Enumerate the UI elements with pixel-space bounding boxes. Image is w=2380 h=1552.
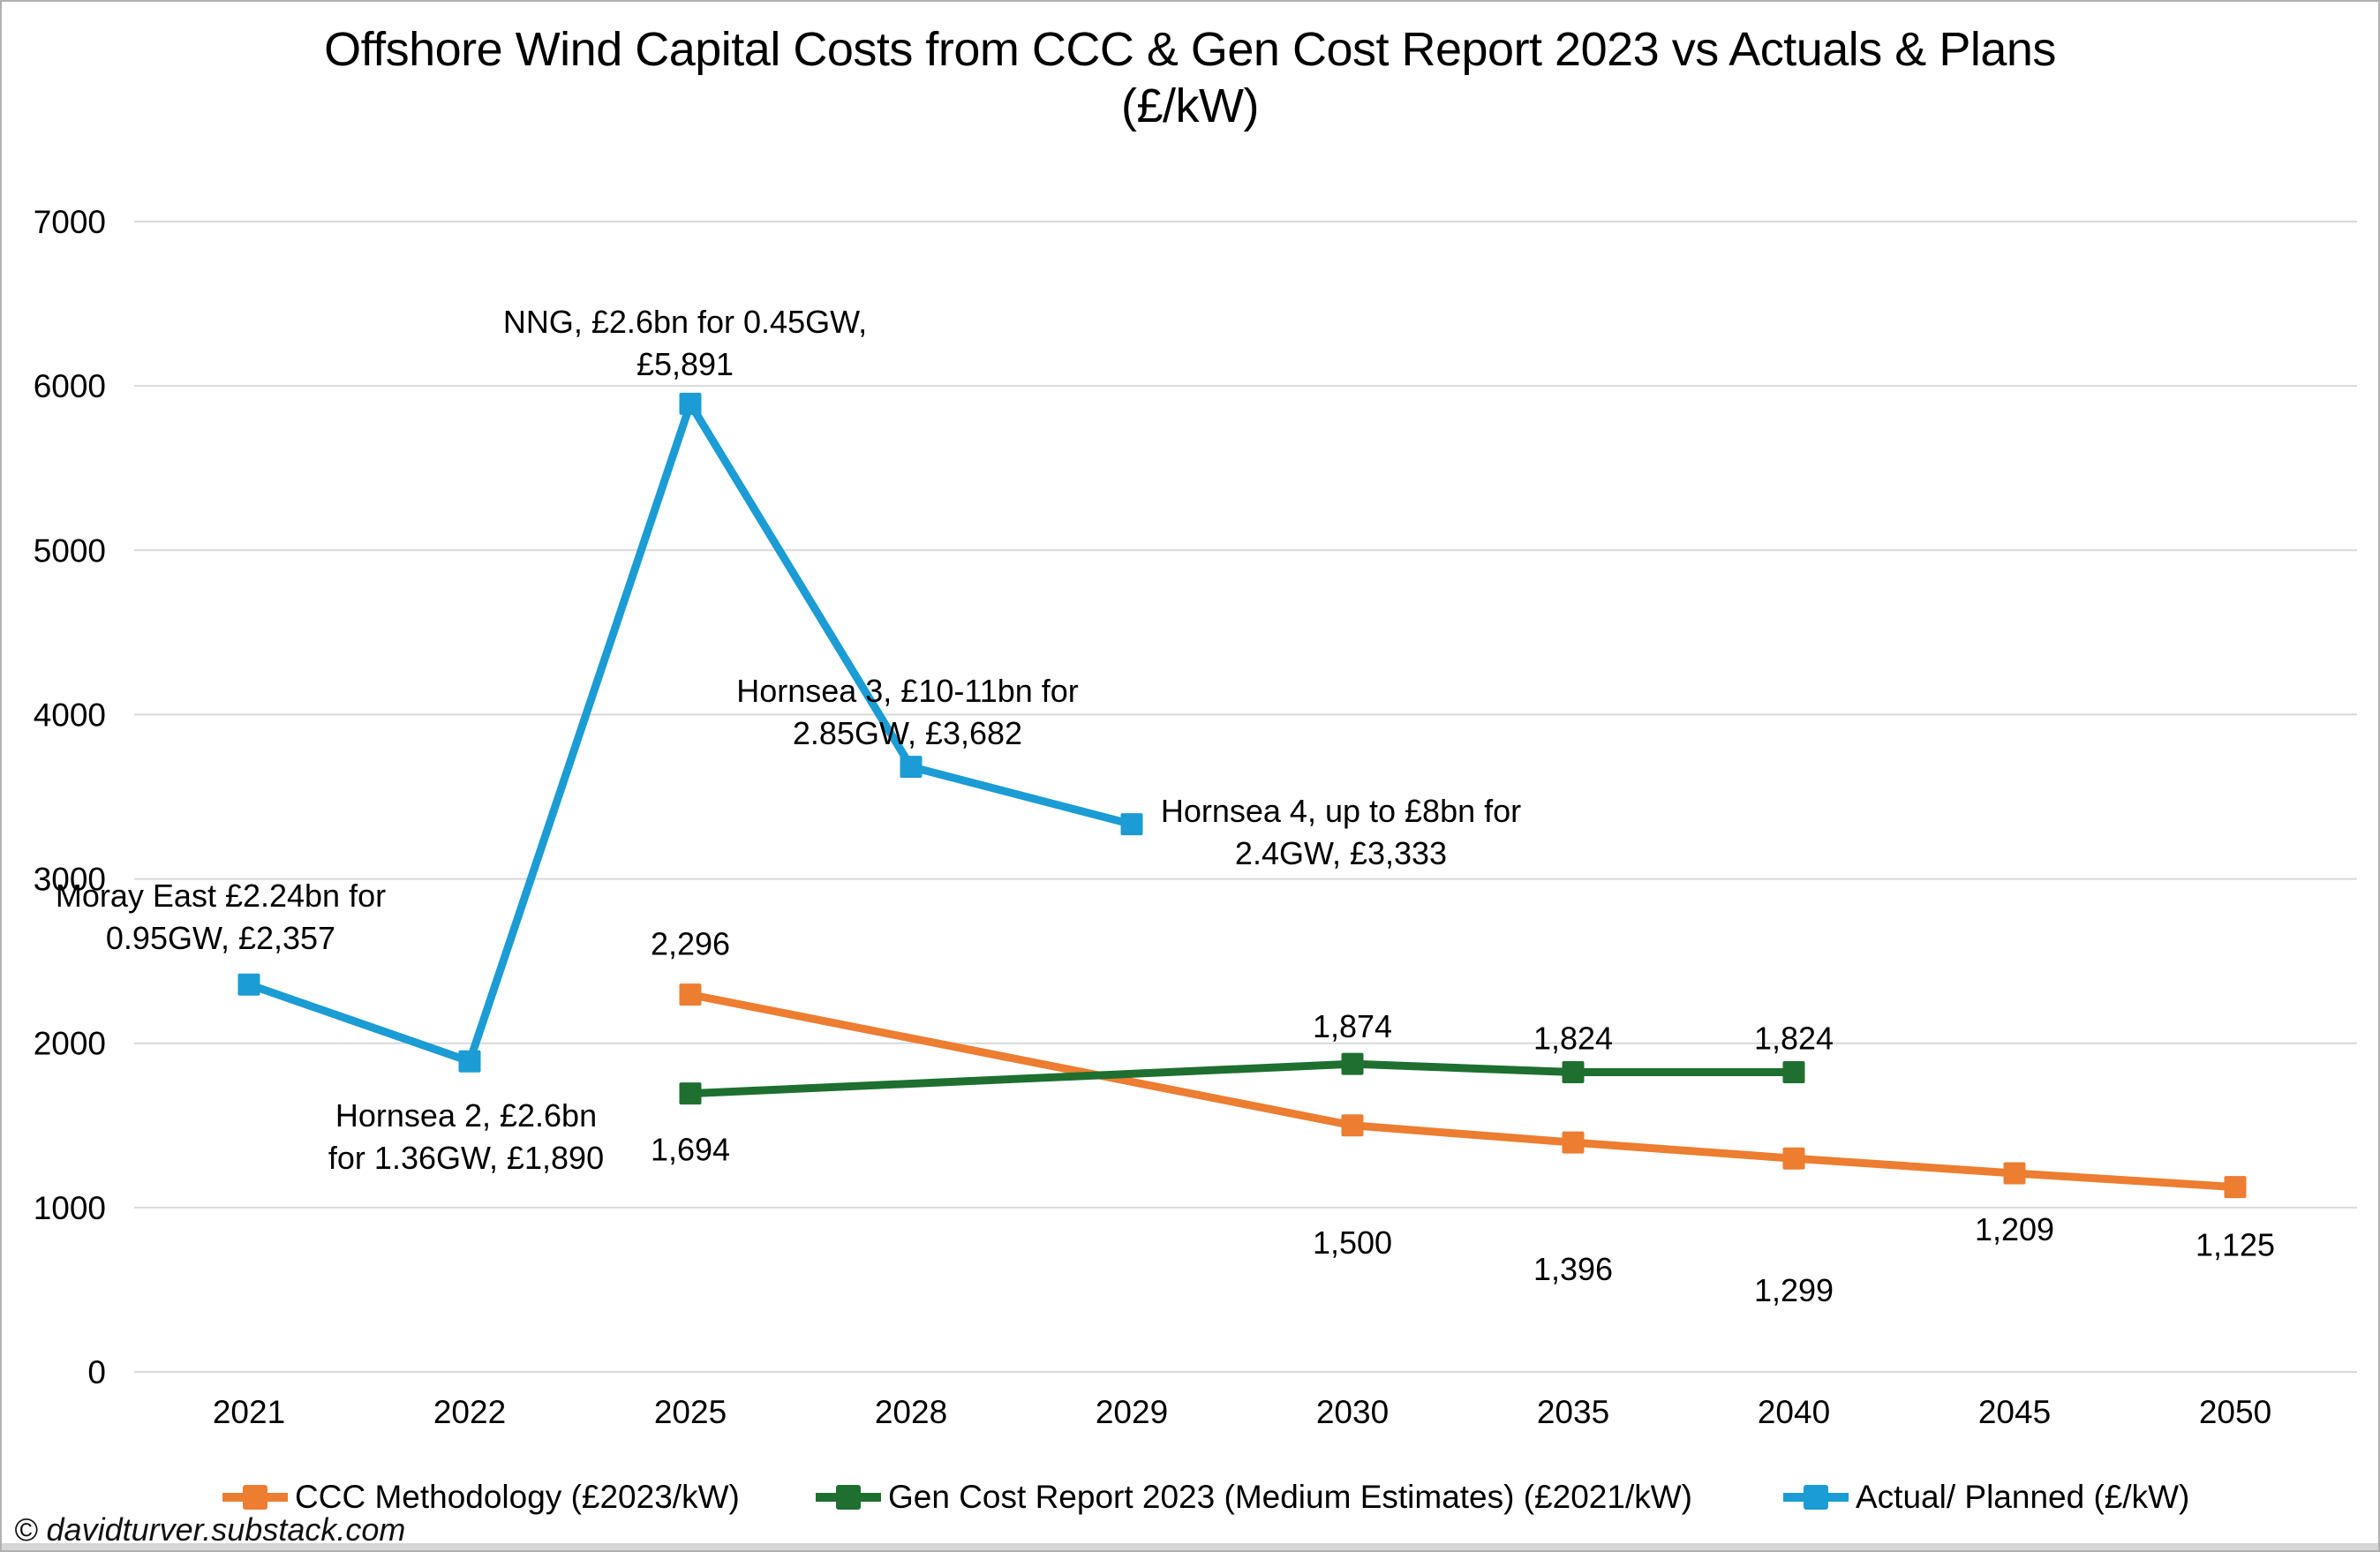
data-point-marker xyxy=(458,1050,481,1073)
data-label: 1,209 xyxy=(1975,1211,2054,1247)
data-label: 2,296 xyxy=(651,926,730,962)
data-point-marker xyxy=(1562,1060,1585,1083)
bottom-edge-strip xyxy=(2,1543,2378,1550)
copyright-credit: © davidturver.substack.com xyxy=(14,1511,406,1548)
y-tick-label: 2000 xyxy=(34,1026,106,1062)
x-tick-label: 2022 xyxy=(433,1394,506,1430)
annotation-line: NNG, £2.6bn for 0.45GW, xyxy=(503,304,867,340)
x-tick-label: 2025 xyxy=(654,1394,727,1430)
data-point-marker xyxy=(2224,1176,2247,1199)
annotation-line: 2.85GW, £3,682 xyxy=(793,715,1022,751)
data-label: 1,824 xyxy=(1533,1020,1613,1056)
chart-title-line2: (£/kW) xyxy=(1121,79,1259,132)
annotation-line: Hornsea 2, £2.6bn xyxy=(335,1097,597,1134)
annotation-line: for 1.36GW, £1,890 xyxy=(328,1140,604,1176)
data-point-marker xyxy=(1341,1114,1364,1137)
data-point-marker xyxy=(1782,1060,1805,1083)
annotation-line: 2.4GW, £3,333 xyxy=(1235,835,1447,871)
y-tick-label: 7000 xyxy=(34,204,106,240)
x-tick-label: 2029 xyxy=(1096,1394,1168,1430)
x-tick-label: 2040 xyxy=(1758,1394,1830,1430)
annotation-line: Moray East £2.24bn for xyxy=(56,878,386,914)
data-point-marker xyxy=(1341,1052,1364,1075)
y-tick-label: 6000 xyxy=(34,368,106,404)
x-tick-label: 2050 xyxy=(2199,1394,2271,1430)
annotation-line: £5,891 xyxy=(636,346,734,382)
data-label: 1,500 xyxy=(1313,1224,1392,1261)
series-line-0 xyxy=(686,991,2240,1192)
y-tick-label: 1000 xyxy=(34,1190,106,1226)
data-label: 1,874 xyxy=(1313,1008,1392,1044)
y-tick-label: 3000 xyxy=(34,862,106,898)
data-point-marker xyxy=(679,1082,702,1105)
annotation-line: Hornsea 3, £10-11bn for xyxy=(736,673,1079,709)
annotation-line: 0.95GW, £2,357 xyxy=(106,920,335,956)
data-point-marker xyxy=(1782,1147,1805,1170)
x-tick-label: 2045 xyxy=(1978,1394,2051,1430)
data-label: 1,396 xyxy=(1533,1251,1613,1287)
chart-title-line1: Offshore Wind Capital Costs from CCC & G… xyxy=(324,23,2056,76)
data-point-marker xyxy=(2003,1162,2026,1185)
data-point-marker xyxy=(237,973,260,996)
x-tick-label: 2030 xyxy=(1316,1394,1389,1430)
y-tick-label: 4000 xyxy=(34,697,106,733)
x-tick-label: 2028 xyxy=(875,1394,947,1430)
chart-title: Offshore Wind Capital Costs from CCC & G… xyxy=(2,21,2378,134)
data-point-marker xyxy=(1562,1131,1585,1154)
data-label: 1,125 xyxy=(2195,1227,2275,1263)
x-tick-label: 2035 xyxy=(1537,1394,1609,1430)
data-label: 1,299 xyxy=(1754,1272,1834,1308)
data-point-marker xyxy=(679,392,702,415)
data-label: 1,694 xyxy=(651,1132,730,1168)
series-line-1 xyxy=(686,1059,1798,1098)
y-tick-label: 5000 xyxy=(34,532,106,569)
x-tick-label: 2021 xyxy=(213,1394,285,1430)
data-label: 1,824 xyxy=(1754,1020,1834,1056)
y-tick-label: 0 xyxy=(87,1354,106,1390)
data-point-marker xyxy=(1120,813,1143,836)
annotation-line: Hornsea 4, up to £8bn for xyxy=(1161,793,1521,829)
data-point-marker xyxy=(900,756,923,779)
data-point-marker xyxy=(679,983,702,1006)
